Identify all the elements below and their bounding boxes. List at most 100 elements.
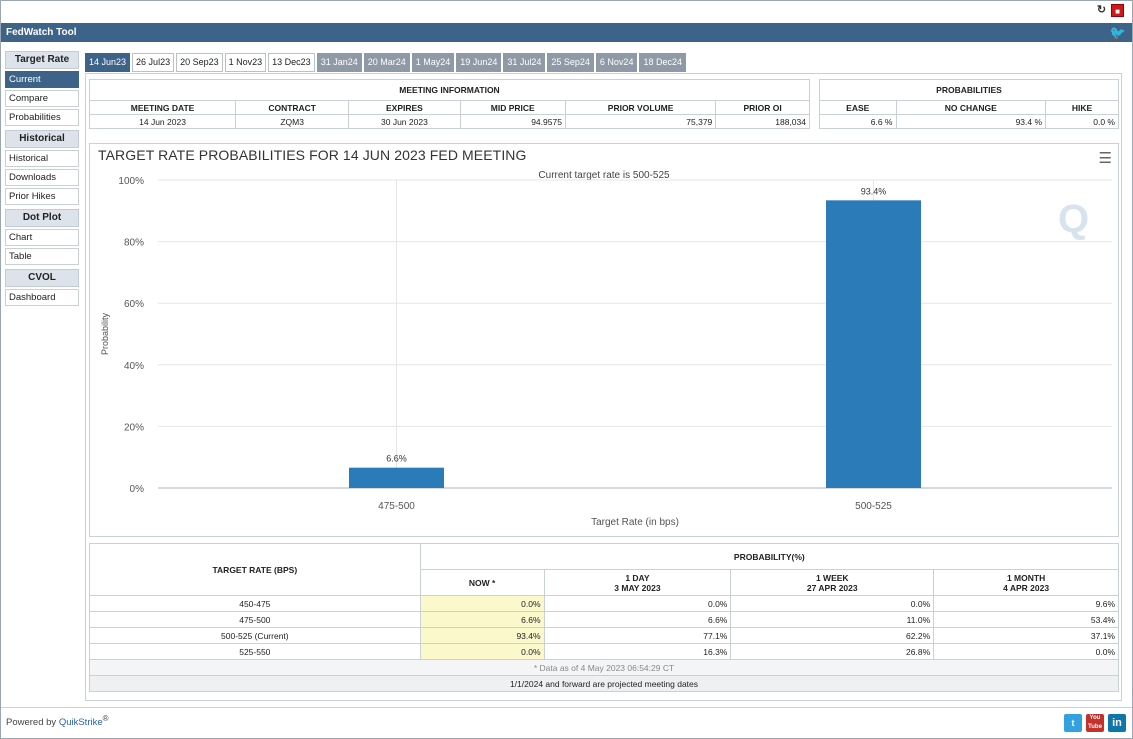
- tab-13-dec23[interactable]: 13 Dec23: [268, 53, 315, 72]
- rate-cell: 450-475: [89, 595, 421, 612]
- prob-cell: 6.6%: [543, 611, 732, 628]
- tab-18-dec24[interactable]: 18 Dec24: [639, 53, 686, 72]
- probability-chart: TARGET RATE PROBABILITIES FOR 14 JUN 202…: [89, 143, 1119, 537]
- sidebar-item-prior-hikes[interactable]: Prior Hikes: [5, 188, 79, 205]
- prob-cell: 9.6%: [933, 595, 1119, 612]
- tab-31-jul24[interactable]: 31 Jul24: [503, 53, 546, 72]
- meeting-tabs: 14 Jun23 26 Jul23 20 Sep23 1 Nov23 13 Dec23 3…: [85, 53, 686, 73]
- y-tick-label: 60%: [124, 299, 144, 310]
- linkedin-icon[interactable]: in: [1108, 714, 1126, 732]
- sidebar-item-current[interactable]: Current: [5, 71, 79, 88]
- prob-cell: 77.1%: [543, 627, 732, 644]
- prob-col-header-2: 1 WEEK 27 APR 2023: [730, 569, 935, 596]
- tab-1-may24[interactable]: 1 May24: [411, 53, 455, 72]
- sidebar-item-chart[interactable]: Chart: [5, 229, 79, 246]
- probability-table-section: TARGET RATE (BPS) PROBABILITY(%) NOW * 1 …: [89, 543, 1120, 692]
- prob-cell: 0.0%: [419, 595, 545, 612]
- prob-cell: 16.3%: [543, 643, 732, 660]
- projected-note: 1/1/2024 and forward are projected meeti…: [89, 675, 1119, 692]
- y-tick-label: 80%: [124, 238, 144, 249]
- prob-col-header-line2: 3 MAY 2023: [614, 582, 661, 593]
- target-rate-header: TARGET RATE (BPS): [89, 543, 421, 596]
- x-axis-label: Target Rate (in bps): [591, 517, 679, 528]
- menu-icon[interactable]: ☰: [1098, 150, 1112, 167]
- chart-title: TARGET RATE PROBABILITIES FOR 14 JUN 202…: [98, 147, 527, 163]
- pdf-icon[interactable]: ■: [1111, 4, 1124, 17]
- sidebar-item-historical[interactable]: Historical: [5, 150, 79, 167]
- prob-col-header-line1: 1 WEEK: [815, 572, 849, 583]
- sidebar-group-historical: Historical Historical Downloads Prior Hikes: [5, 130, 79, 205]
- meeting-value-4: 75,379: [564, 114, 717, 129]
- rate-cell: 525-550: [89, 643, 421, 660]
- sidebar-group-target-rate: Target Rate Current Compare Probabilities: [5, 51, 79, 126]
- prob-cell: 37.1%: [933, 627, 1119, 644]
- table-row: 525-550 0.0% 16.3% 26.8% 0.0%: [89, 643, 1119, 660]
- prob-col-header-line1: NOW *: [468, 577, 496, 588]
- prob-cell: 0.0%: [933, 643, 1119, 660]
- meeting-header-4: PRIOR VOLUME: [564, 100, 717, 115]
- table-row: 475-500 6.6% 6.6% 11.0% 53.4%: [89, 611, 1119, 628]
- tab-20-mar24[interactable]: 20 Mar24: [363, 53, 410, 72]
- meeting-value-1: ZQM3: [235, 114, 350, 129]
- sidebar-item-probabilities[interactable]: Probabilities: [5, 109, 79, 126]
- prob-value-2: 0.0 %: [1045, 114, 1119, 129]
- tab-26-jul23[interactable]: 26 Jul23: [132, 53, 175, 72]
- tab-25-sep24[interactable]: 25 Sep24: [547, 53, 594, 72]
- tab-19-jun24[interactable]: 19 Jun24: [456, 53, 502, 72]
- prob-col-header-line1: 1 MONTH: [1006, 572, 1046, 583]
- prob-value-1: 93.4 %: [895, 114, 1047, 129]
- tab-20-sep23[interactable]: 20 Sep23: [176, 53, 223, 72]
- app-title: FedWatch Tool: [1, 23, 1132, 42]
- bar-475-500: [349, 467, 444, 488]
- meeting-value-0: 14 Jun 2023: [88, 114, 237, 129]
- youtube-icon[interactable]: You Tube: [1086, 714, 1104, 732]
- reload-icon[interactable]: ↻: [1096, 4, 1107, 16]
- data-label: 93.4%: [861, 186, 887, 196]
- prob-cell: 0.0%: [543, 595, 732, 612]
- meeting-header-2: EXPIRES: [348, 100, 461, 115]
- sidebar-item-dashboard[interactable]: Dashboard: [5, 289, 79, 306]
- y-tick-label: 100%: [118, 176, 144, 187]
- tab-1-nov23[interactable]: 1 Nov23: [224, 53, 267, 72]
- tab-14-jun23[interactable]: 14 Jun23: [85, 53, 131, 72]
- prob-col-header-line1: 1 DAY: [625, 572, 650, 583]
- meeting-info-table: MEETING INFORMATION MEETING DATE CONTRACT…: [88, 79, 810, 129]
- y-tick-label: 40%: [124, 361, 144, 372]
- sidebar-group-cvol: CVOL Dashboard: [5, 269, 79, 306]
- probabilities-table: PROBABILITIES EASE NO CHANGE HIKE 6.6 % 93.…: [819, 79, 1119, 129]
- data-timestamp: * Data as of 4 May 2023 06:54:29 CT: [89, 659, 1119, 676]
- powered-prefix: Powered by: [6, 717, 59, 729]
- prob-col-header-line2: 4 APR 2023: [1003, 582, 1050, 593]
- prob-cell: 93.4%: [419, 627, 545, 644]
- data-label: 6.6%: [386, 454, 407, 464]
- tab-6-nov24[interactable]: 6 Nov24: [595, 53, 638, 72]
- sidebar-item-compare[interactable]: Compare: [5, 90, 79, 107]
- table-row: 450-475 0.0% 0.0% 0.0% 9.6%: [89, 595, 1119, 612]
- sidebar-item-table[interactable]: Table: [5, 248, 79, 265]
- twitter-icon[interactable]: t: [1064, 714, 1082, 732]
- y-tick-label: 20%: [124, 422, 144, 433]
- sidebar-header-target-rate: Target Rate: [5, 51, 79, 69]
- tab-31-jan24[interactable]: 31 Jan24: [316, 53, 362, 72]
- meeting-header-3: MID PRICE: [459, 100, 566, 115]
- sidebar-header-cvol: CVOL: [5, 269, 79, 287]
- prob-value-0: 6.6 %: [819, 114, 897, 129]
- prob-cell: 6.6%: [419, 611, 545, 628]
- quikstrike-q-icon: Q: [1058, 197, 1089, 241]
- prob-header-1: NO CHANGE: [895, 100, 1047, 115]
- prob-cell: 0.0%: [730, 595, 935, 612]
- meeting-value-5: 188,034: [715, 114, 810, 129]
- meeting-header-0: MEETING DATE: [88, 100, 237, 115]
- main-content: MEETING INFORMATION MEETING DATE CONTRACT…: [85, 73, 1122, 701]
- powered-by: Powered by QuikStrike®: [6, 714, 108, 728]
- twitter-icon[interactable]: 🐦: [1109, 25, 1126, 40]
- prob-header-2: HIKE: [1045, 100, 1119, 115]
- top-bar: ↻ ■: [1, 1, 1132, 23]
- probabilities-caption: PROBABILITIES: [819, 79, 1119, 101]
- meeting-header-5: PRIOR OI: [715, 100, 810, 115]
- prob-cell: 11.0%: [730, 611, 935, 628]
- prob-col-header-line2: 27 APR 2023: [806, 582, 858, 593]
- quikstrike-link[interactable]: QuikStrike: [58, 717, 103, 729]
- sidebar-item-downloads[interactable]: Downloads: [5, 169, 79, 186]
